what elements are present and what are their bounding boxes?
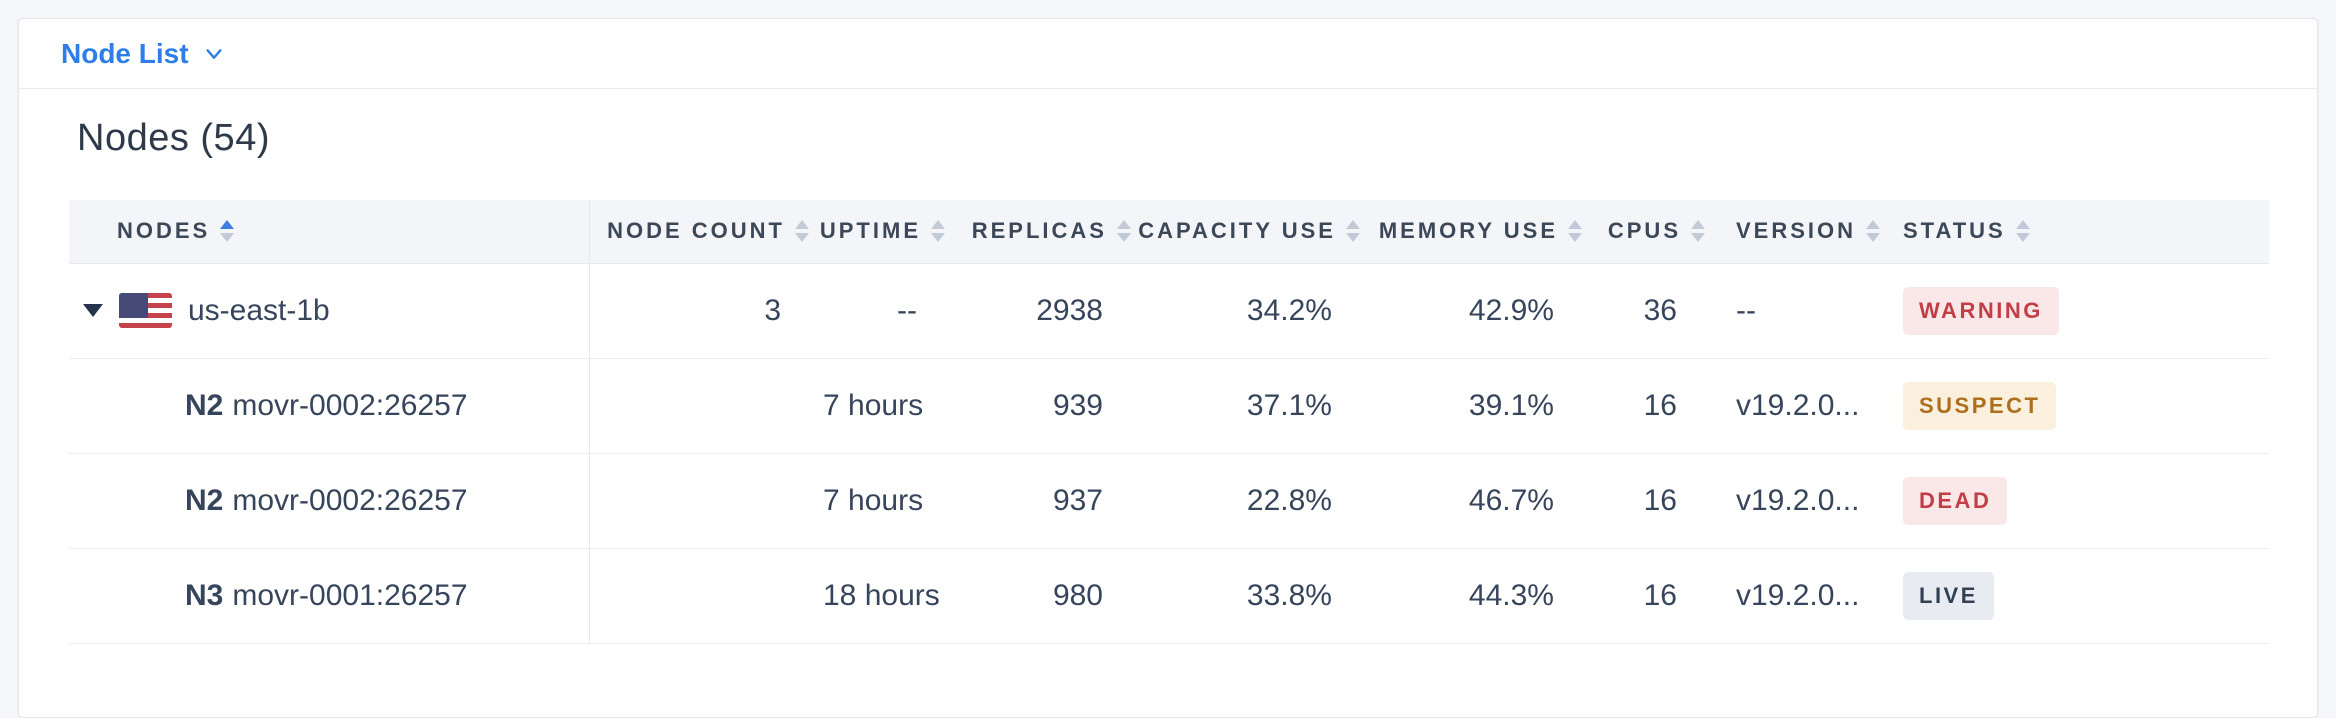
table-header-row: NODES NODE COUNT UPTIME bbox=[69, 200, 2269, 264]
uptime-value: 7 hours bbox=[823, 358, 959, 454]
chevron-down-icon bbox=[205, 48, 222, 59]
column-header-version[interactable]: VERSION bbox=[1719, 200, 1886, 264]
uptime-value: -- bbox=[823, 263, 959, 359]
region-name: us-east-1b bbox=[188, 293, 330, 327]
expand-caret-icon[interactable] bbox=[83, 304, 103, 317]
column-label: CAPACITY USE bbox=[1138, 218, 1336, 244]
capacity-use-value: 33.8% bbox=[1145, 548, 1374, 644]
region-cell: us-east-1b bbox=[69, 263, 590, 359]
cpus-value: 36 bbox=[1596, 263, 1719, 359]
version-value: -- bbox=[1719, 263, 1886, 359]
sort-icon bbox=[1568, 220, 1582, 243]
nodes-table: NODES NODE COUNT UPTIME bbox=[69, 200, 2269, 644]
column-header-status[interactable]: STATUS bbox=[1886, 200, 2269, 264]
node-id: N2 bbox=[185, 483, 224, 517]
table-row-node[interactable]: N3 movr-0001:26257 18 hours 980 33.8% 44… bbox=[69, 548, 2269, 644]
sort-icon bbox=[1346, 220, 1360, 243]
view-selector-bar: Node List bbox=[19, 19, 2317, 89]
sort-icon bbox=[1691, 220, 1705, 243]
status-badge: WARNING bbox=[1903, 286, 2059, 335]
cpus-value: 16 bbox=[1596, 358, 1719, 454]
node-address: movr-0002:26257 bbox=[232, 388, 468, 422]
node-id: N3 bbox=[185, 578, 224, 612]
version-value: v19.2.0... bbox=[1719, 358, 1886, 454]
node-id: N2 bbox=[185, 388, 224, 422]
status-badge: DEAD bbox=[1903, 476, 2008, 525]
memory-use-value: 42.9% bbox=[1374, 263, 1596, 359]
capacity-use-value: 37.1% bbox=[1145, 358, 1374, 454]
node-count-value bbox=[589, 358, 823, 454]
replicas-value: 980 bbox=[959, 548, 1145, 644]
sort-icon bbox=[931, 220, 945, 243]
column-label: NODE COUNT bbox=[607, 218, 785, 244]
version-value: v19.2.0... bbox=[1719, 548, 1886, 644]
view-selector-label: Node List bbox=[61, 37, 189, 69]
column-label: REPLICAS bbox=[971, 218, 1107, 244]
column-header-memory-use[interactable]: MEMORY USE bbox=[1374, 200, 1596, 264]
us-flag-icon bbox=[119, 293, 172, 328]
view-selector-dropdown[interactable]: Node List bbox=[61, 38, 225, 70]
sort-icon bbox=[1117, 220, 1131, 243]
capacity-use-value: 34.2% bbox=[1145, 263, 1374, 359]
replicas-value: 2938 bbox=[959, 263, 1145, 359]
column-header-replicas[interactable]: REPLICAS bbox=[959, 200, 1145, 264]
column-header-uptime[interactable]: UPTIME bbox=[819, 200, 959, 264]
memory-use-value: 39.1% bbox=[1374, 358, 1596, 454]
node-count-value: 3 bbox=[589, 263, 823, 359]
status-cell: LIVE bbox=[1886, 548, 2269, 644]
capacity-use-value: 22.8% bbox=[1145, 453, 1374, 549]
status-cell: WARNING bbox=[1886, 263, 2269, 359]
node-address: movr-0002:26257 bbox=[232, 483, 468, 517]
column-label: UPTIME bbox=[819, 218, 921, 244]
status-cell: DEAD bbox=[1886, 453, 2269, 549]
table-row-node[interactable]: N2 movr-0002:26257 7 hours 937 22.8% 46.… bbox=[69, 453, 2269, 549]
replicas-value: 937 bbox=[959, 453, 1145, 549]
node-list-card: Node List Nodes (54) NODES bbox=[18, 18, 2318, 718]
column-label: MEMORY USE bbox=[1378, 218, 1558, 244]
memory-use-value: 44.3% bbox=[1374, 548, 1596, 644]
status-cell: SUSPECT bbox=[1886, 358, 2269, 454]
sort-icon bbox=[2015, 220, 2030, 243]
table-row-node[interactable]: N2 movr-0002:26257 7 hours 939 37.1% 39.… bbox=[69, 358, 2269, 454]
uptime-value: 7 hours bbox=[823, 453, 959, 549]
uptime-value: 18 hours bbox=[823, 548, 959, 644]
node-cell: N3 movr-0001:26257 bbox=[69, 548, 590, 644]
sort-icon bbox=[220, 220, 235, 243]
memory-use-value: 46.7% bbox=[1374, 453, 1596, 549]
column-header-cpus[interactable]: CPUS bbox=[1596, 200, 1719, 264]
node-cell: N2 movr-0002:26257 bbox=[69, 453, 590, 549]
cpus-value: 16 bbox=[1596, 453, 1719, 549]
sort-icon bbox=[795, 220, 809, 243]
status-badge: SUSPECT bbox=[1903, 381, 2057, 430]
column-header-capacity-use[interactable]: CAPACITY USE bbox=[1138, 200, 1374, 264]
page-title: Nodes (54) bbox=[77, 117, 270, 159]
node-cell: N2 movr-0002:26257 bbox=[69, 358, 590, 454]
column-header-node-count[interactable]: NODE COUNT bbox=[589, 200, 823, 264]
sort-icon bbox=[1866, 220, 1881, 243]
status-badge: LIVE bbox=[1903, 571, 1994, 620]
node-count-value bbox=[589, 548, 823, 644]
column-label: NODES bbox=[117, 218, 211, 244]
column-label: STATUS bbox=[1903, 218, 2006, 244]
column-label: CPUS bbox=[1607, 218, 1681, 244]
replicas-value: 939 bbox=[959, 358, 1145, 454]
node-address: movr-0001:26257 bbox=[232, 578, 468, 612]
table-row-region[interactable]: us-east-1b 3 -- 2938 34.2% 42.9% 36 -- W… bbox=[69, 263, 2269, 359]
node-count-value bbox=[589, 453, 823, 549]
column-label: VERSION bbox=[1736, 218, 1857, 244]
column-header-nodes[interactable]: NODES bbox=[69, 200, 590, 264]
nodes-content: Nodes (54) NODES NODE bbox=[19, 117, 2317, 644]
version-value: v19.2.0... bbox=[1719, 453, 1886, 549]
cpus-value: 16 bbox=[1596, 548, 1719, 644]
